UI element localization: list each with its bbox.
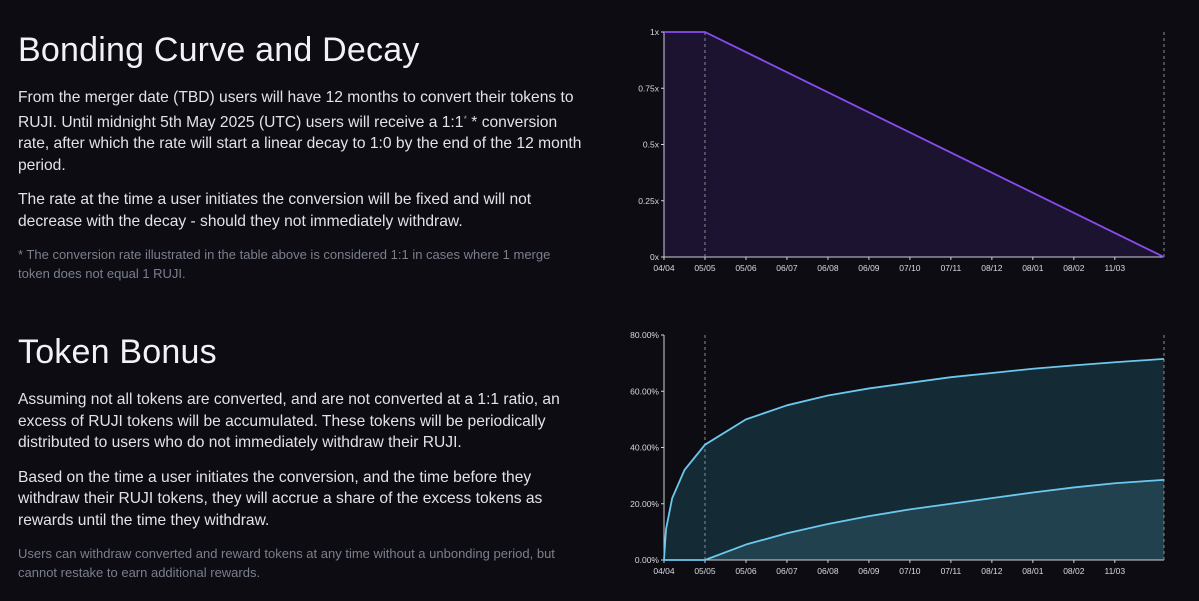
y-tick-label: 80.00% (630, 330, 659, 340)
x-tick-label: 08/02 (1063, 566, 1085, 576)
y-tick-label: 0.5x (643, 140, 660, 150)
x-tick-label: 08/01 (1022, 263, 1044, 273)
y-tick-label: 0.25x (638, 196, 660, 206)
x-tick-label: 07/11 (941, 263, 962, 273)
section-title-bonding-curve: Bonding Curve and Decay (18, 31, 420, 69)
x-tick-label: 11/03 (1104, 263, 1125, 273)
x-tick-label: 05/06 (735, 566, 757, 576)
token-bonus-note: Users can withdraw converted and reward … (18, 546, 555, 580)
y-tick-label: 0x (650, 252, 660, 262)
bonding-curve-footnote: * The conversion rate illustrated in the… (18, 247, 551, 281)
y-tick-label: 0.75x (638, 83, 660, 93)
x-tick-label: 04/04 (653, 263, 675, 273)
section-title-token-bonus: Token Bonus (18, 333, 217, 371)
bonding-curve-paragraph-2: The rate at the time a user initiates th… (18, 191, 532, 230)
y-tick-label: 20.00% (630, 499, 659, 509)
token-bonus-paragraph-1: Assuming not all tokens are converted, a… (18, 391, 560, 451)
decay-chart: 0x 0.25x 0.5x 0.75x 1x 04/04 05/05 05/06 06/07 06… (630, 22, 1199, 277)
x-tick-label: 08/12 (981, 566, 1003, 576)
x-tick-label: 05/05 (694, 566, 716, 576)
y-tick-label: 60.00% (630, 386, 659, 396)
token-bonus-chart-svg: 0.00% 20.00% 40.00% 60.00% 80.00% 04/04 05/05 0… (630, 330, 1165, 576)
bonding-p1-part-a: From the merger date (TBD) users will ha… (18, 89, 574, 131)
token-bonus-chart: 0.00% 20.00% 40.00% 60.00% 80.00% 04/04 05/05 0… (630, 325, 1199, 580)
x-tick-label: 08/12 (981, 263, 1003, 273)
bonus-lower-area (664, 479, 1164, 560)
x-tick-label: 11/03 (1104, 566, 1125, 576)
series-line-lower (664, 478, 1165, 561)
x-tick-label: 08/01 (1022, 566, 1044, 576)
x-tick-label: 07/10 (899, 263, 921, 273)
token-bonus-paragraph-2: Based on the time a user initiates the c… (18, 468, 543, 529)
y-tick-label: 40.00% (630, 443, 659, 453)
x-tick-label: 06/07 (776, 566, 798, 576)
decay-chart-svg: 0x 0.25x 0.5x 0.75x 1x 04/04 05/05 05/06 06/07 06… (638, 27, 1165, 273)
x-tick-label: 05/06 (735, 263, 757, 273)
x-tick-label: 06/08 (817, 566, 839, 576)
series-line-upper (663, 358, 1165, 561)
bonding-curve-paragraph-1: From the merger date (TBD) users will ha… (18, 87, 583, 176)
asterisk-mark: * (463, 113, 467, 124)
x-tick-label: 07/10 (899, 566, 921, 576)
y-tick-label: 0.00% (635, 555, 660, 565)
x-tick-label: 06/07 (776, 263, 798, 273)
x-tick-label: 05/05 (694, 263, 716, 273)
y-tick-label: 1x (650, 27, 660, 37)
decay-area (664, 32, 1164, 257)
x-tick-label: 08/02 (1063, 263, 1085, 273)
bonding-p1-part-b: * conversion rate, after which the rate … (18, 113, 582, 174)
section-bonding-curve: Bonding Curve and Decay From the merger … (18, 30, 583, 283)
x-tick-label: 07/11 (941, 566, 962, 576)
x-tick-label: 06/09 (858, 566, 880, 576)
x-tick-label: 06/08 (817, 263, 839, 273)
bonus-upper-area (664, 358, 1164, 560)
series-line-conversion-rate (664, 31, 1165, 258)
x-tick-label: 06/09 (858, 263, 880, 273)
section-token-bonus: Token Bonus Assuming not all tokens are … (18, 332, 583, 582)
x-tick-label: 04/04 (653, 566, 675, 576)
